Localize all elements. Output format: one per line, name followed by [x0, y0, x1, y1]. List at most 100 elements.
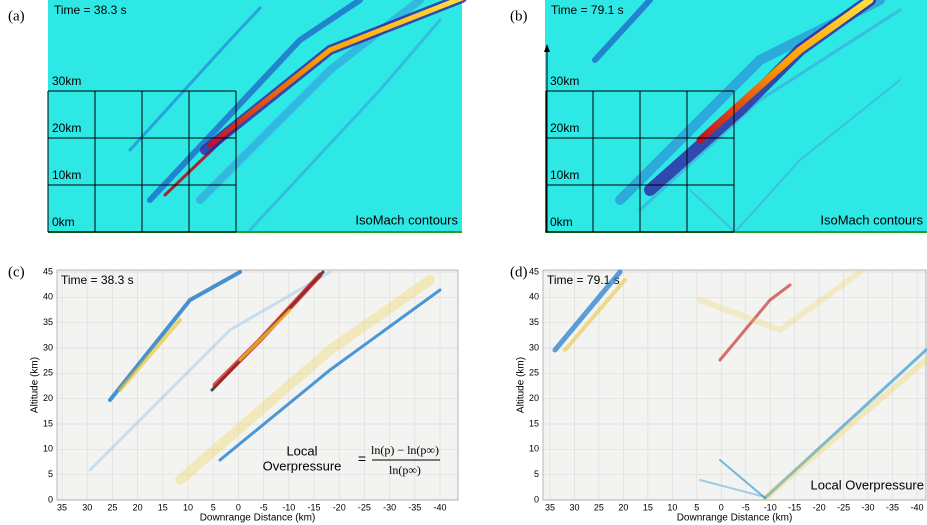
- y-tick-label: 20: [529, 393, 539, 403]
- y-tick-label: 10: [529, 444, 539, 454]
- y-tick-label: 0: [534, 494, 539, 504]
- x-tick-label: 25: [594, 502, 604, 512]
- caption: IsoMach contours: [820, 212, 923, 227]
- y-tick-label: 5: [534, 469, 539, 479]
- x-tick-label: 5: [694, 502, 699, 512]
- flow-feature: [638, 8, 902, 212]
- x-tick-label: -20: [333, 502, 346, 512]
- arrow-head: [544, 44, 550, 52]
- formula-denominator: ln(p∞): [389, 463, 421, 477]
- flow-feature: [88, 270, 332, 472]
- x-tick-label: -25: [837, 502, 850, 512]
- y-tick-label: 30: [529, 342, 539, 352]
- flow-feature: [699, 479, 766, 498]
- y-tick-label: 10: [43, 444, 53, 454]
- flow-feature: [175, 275, 435, 485]
- x-tick-label: -40: [433, 502, 446, 512]
- x-tick-label: -30: [862, 502, 875, 512]
- y-tick-label: 30: [43, 342, 53, 352]
- flow-feature: [697, 269, 863, 334]
- plot-area: [543, 270, 926, 500]
- x-tick-label: -35: [408, 502, 421, 512]
- grid-label: 0km: [52, 215, 75, 229]
- y-axis-label: Altitude (km): [30, 357, 41, 413]
- panel-label: (a): [8, 8, 25, 24]
- plot-frame: [56, 269, 459, 501]
- flow-feature: [563, 278, 627, 352]
- flow-feature: [718, 283, 792, 362]
- flow-feature: [689, 189, 736, 233]
- time-label: Time = 38.3 s: [54, 3, 127, 17]
- flow-feature: [218, 288, 442, 462]
- plot-frame: [542, 269, 927, 501]
- grid-label: 30km: [52, 74, 81, 88]
- x-tick-label: -30: [383, 502, 396, 512]
- x-tick-label: 35: [57, 502, 67, 512]
- flow-feature: [762, 357, 927, 501]
- y-tick-label: 40: [529, 292, 539, 302]
- y-tick-label: 20: [43, 393, 53, 403]
- panel-label: (d): [510, 264, 528, 280]
- grid-label: 0km: [550, 215, 573, 229]
- x-tick-label: 0: [719, 502, 724, 512]
- y-tick-label: 15: [43, 418, 53, 428]
- y-axis-label: Altitude (km): [516, 357, 527, 413]
- x-axis-label: Downrange Distance (km): [677, 513, 793, 524]
- panel-label: (c): [8, 264, 25, 280]
- y-tick-label: 35: [43, 317, 53, 327]
- flow-feature: [719, 459, 766, 499]
- flow-feature: [592, 0, 653, 63]
- y-tick-label: 45: [529, 266, 539, 276]
- grid-label: 10km: [52, 168, 81, 182]
- time-label: Time = 79.1 s: [547, 273, 620, 287]
- x-tick-label: 5: [211, 502, 216, 512]
- flow-feature: [207, 0, 464, 148]
- flow-feature: [248, 18, 442, 232]
- y-tick-label: 35: [529, 317, 539, 327]
- x-tick-label: 20: [618, 502, 628, 512]
- flow-feature: [238, 308, 292, 362]
- y-tick-label: 15: [529, 418, 539, 428]
- x-tick-label: -20: [813, 502, 826, 512]
- formula-numerator: ln(p) − ln(p∞): [371, 443, 439, 457]
- flow-feature: [128, 6, 262, 152]
- y-tick-label: 25: [529, 368, 539, 378]
- ground: [48, 231, 462, 233]
- x-tick-label: -5: [742, 502, 750, 512]
- x-tick-label: 30: [82, 502, 92, 512]
- x-tick-label: 35: [545, 502, 555, 512]
- y-tick-label: 0: [48, 494, 53, 504]
- flow-feature: [108, 270, 242, 402]
- x-tick-label: 0: [236, 502, 241, 512]
- y-tick-label: 5: [48, 469, 53, 479]
- x-tick-label: -25: [358, 502, 371, 512]
- x-tick-label: -15: [307, 502, 320, 512]
- x-tick-label: 20: [133, 502, 143, 512]
- x-axis-label: Downrange Distance (km): [200, 513, 316, 524]
- time-label: Time = 38.3 s: [61, 273, 134, 287]
- x-tick-label: 25: [107, 502, 117, 512]
- grid-label: 10km: [550, 168, 579, 182]
- x-tick-label: -5: [260, 502, 268, 512]
- panel-label: (b): [510, 8, 528, 24]
- simulation-image: [48, 0, 462, 233]
- x-tick-label: 15: [158, 502, 168, 512]
- x-tick-label: -35: [886, 502, 899, 512]
- x-tick-label: -15: [788, 502, 801, 512]
- formula-equals: =: [358, 451, 366, 467]
- y-tick-label: 40: [43, 292, 53, 302]
- flow-feature: [734, 79, 901, 233]
- formula-lhs: Local: [286, 443, 317, 458]
- caption: Local Overpressure: [811, 477, 924, 492]
- grid-label: 20km: [52, 121, 81, 135]
- time-label: Time = 79.1 s: [551, 3, 624, 17]
- x-tick-label: 10: [183, 502, 193, 512]
- formula-lhs: Overpressure: [263, 458, 342, 473]
- flow-feature: [763, 348, 927, 500]
- grid-label: 30km: [550, 74, 579, 88]
- ground: [545, 231, 927, 233]
- x-tick-label: -10: [764, 502, 777, 512]
- flow-feature: [147, 0, 363, 203]
- grid-label: 20km: [550, 121, 579, 135]
